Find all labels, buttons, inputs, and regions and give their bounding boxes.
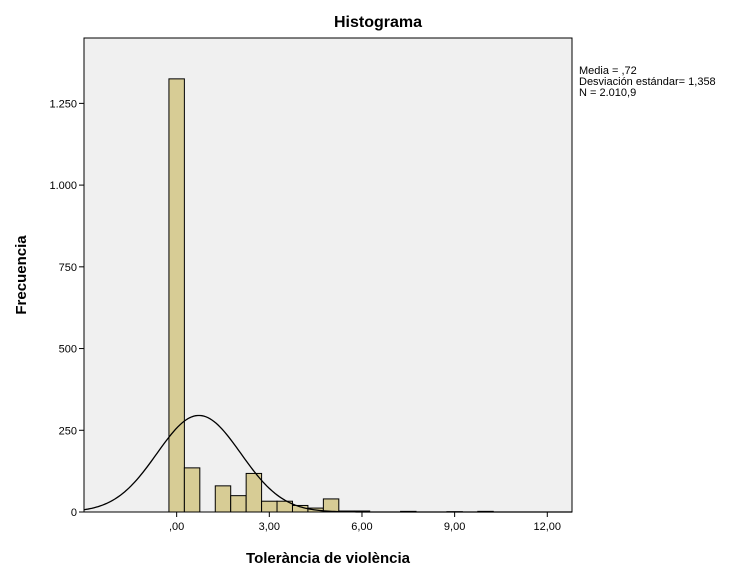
histogram-bar <box>261 500 278 513</box>
y-axis-label: Frecuencia <box>13 235 30 315</box>
histogram-bar <box>245 472 263 513</box>
stat-n: N = 2.010,9 <box>579 87 637 99</box>
chart-title: Histograma <box>334 14 422 31</box>
histogram-bar <box>322 498 340 513</box>
y-tick-label: 1.250 <box>49 98 77 110</box>
y-tick-label: 250 <box>59 425 77 437</box>
bars-group <box>168 78 494 513</box>
y-tick-label: 0 <box>71 507 77 519</box>
normal-curve-group <box>83 414 572 513</box>
y-axis: 0 250 500 750 1.000 1.250 <box>49 98 84 519</box>
normal-curve <box>83 414 572 513</box>
x-axis-label: Tolerància de violència <box>246 550 411 566</box>
x-tick-label: ,00 <box>169 521 184 533</box>
stat-sd: Desviación estándar= 1,358 <box>579 76 716 88</box>
y-tick-label: 1.000 <box>49 180 77 192</box>
x-tick-label: 3,00 <box>259 521 280 533</box>
histogram-bar <box>214 485 232 513</box>
y-tick-label: 750 <box>59 262 77 274</box>
x-tick-label: 6,00 <box>351 521 372 533</box>
y-tick-label: 500 <box>59 344 77 356</box>
x-axis: ,00 3,00 6,00 9,00 12,00 <box>169 512 561 533</box>
plot-area <box>83 37 573 513</box>
stats-box: Media = ,72 Desviación estándar= 1,358 N… <box>579 66 716 99</box>
histogram-bar <box>230 495 247 513</box>
stat-mean: Media = ,72 <box>579 65 637 77</box>
x-tick-label: 9,00 <box>444 521 465 533</box>
histogram-bar <box>168 78 185 513</box>
histogram-bar <box>183 467 201 513</box>
x-tick-label: 12,00 <box>534 521 562 533</box>
